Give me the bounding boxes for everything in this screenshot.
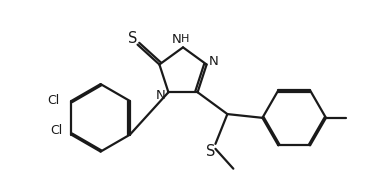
- Text: N: N: [172, 33, 182, 46]
- Text: Cl: Cl: [47, 94, 60, 108]
- Text: N: N: [156, 89, 165, 102]
- Text: Cl: Cl: [50, 124, 63, 137]
- Text: S: S: [206, 144, 215, 159]
- Text: S: S: [128, 31, 137, 46]
- Text: N: N: [209, 55, 219, 68]
- Text: H: H: [181, 34, 189, 44]
